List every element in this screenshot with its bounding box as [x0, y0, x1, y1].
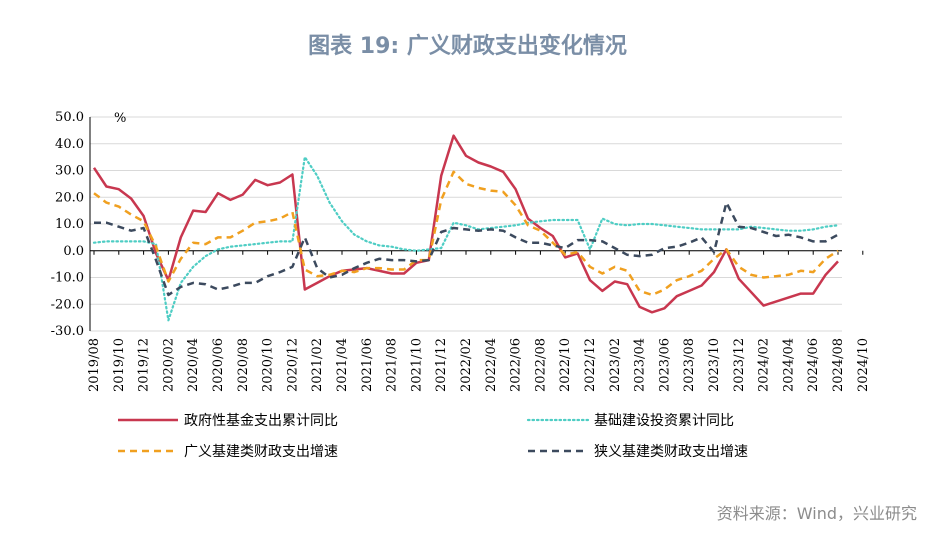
- grid-lines: [90, 116, 842, 332]
- x-tick-label: 2023/06: [657, 338, 672, 392]
- chart-title: 图表 19: 广义财政支出变化情况: [308, 34, 627, 59]
- legend-label-3: 广义基建类财政支出增速: [184, 443, 338, 460]
- legend-label-2: 基础建设投资累计同比: [594, 412, 734, 429]
- series-line-3: [93, 170, 839, 297]
- x-tick-label: 2021/08: [385, 338, 400, 392]
- x-tick-label: 2019/10: [112, 338, 127, 392]
- y-tick-label: -30.0: [51, 324, 84, 339]
- x-tick-label: 2024/10: [856, 338, 871, 392]
- x-tick-label: 2020/04: [186, 338, 201, 392]
- series-line-1: [92, 134, 839, 314]
- x-tick-label: 2020/10: [261, 338, 276, 392]
- x-tick-label: 2024/08: [831, 338, 846, 392]
- legend-label-1: 政府性基金支出累计同比: [184, 412, 338, 429]
- x-tick-label: 2022/08: [533, 338, 548, 392]
- y-tick-label: 40.0: [55, 137, 84, 152]
- legend-label-4: 狭义基建类财政支出增速: [594, 443, 748, 460]
- source-note: 资料来源：Wind，兴业研究: [716, 504, 917, 523]
- x-tick-label: 2021/12: [434, 338, 449, 392]
- y-tick-label: 10.0: [55, 217, 84, 232]
- x-tick-label: 2024/04: [781, 338, 796, 392]
- x-tick-label: 2021/04: [335, 338, 350, 392]
- y-tick-label: 50.0: [55, 110, 84, 125]
- x-tick-label: 2022/06: [509, 338, 524, 392]
- y-unit-label: %: [114, 111, 126, 126]
- series-lines: [92, 134, 840, 322]
- x-tick-label: 2023/04: [633, 338, 648, 392]
- x-tick-label: 2022/10: [558, 338, 573, 392]
- x-tick-label: 2023/02: [608, 338, 623, 392]
- x-tick-label: 2022/12: [583, 338, 598, 392]
- y-tick-labels: 50.0 40.0 30.0 20.0 10.0 0.0 -10.0 -20.0 -30.0: [51, 110, 84, 339]
- y-tick-label: -20.0: [51, 297, 84, 312]
- series-line-2: [92, 156, 840, 322]
- x-tick-label: 2022/04: [484, 338, 499, 392]
- y-tick-label: 30.0: [55, 164, 84, 179]
- x-tick-label: 2023/10: [707, 338, 722, 392]
- y-tick-label: -10.0: [51, 271, 84, 286]
- x-tick-label: 2020/02: [161, 338, 176, 392]
- x-tick-label: 2023/12: [732, 338, 747, 392]
- x-tick-label: 2024/02: [757, 338, 772, 392]
- x-tick-label: 2023/08: [682, 338, 697, 392]
- x-tick-label: 2019/12: [137, 338, 152, 392]
- x-tick-label: 2020/12: [285, 338, 300, 392]
- x-tick-label: 2021/06: [360, 338, 375, 392]
- x-tick-label: 2022/02: [459, 338, 474, 392]
- y-tick-label: 0.0: [63, 244, 84, 259]
- x-tick-label: 2021/02: [310, 338, 325, 392]
- y-tick-label: 20.0: [55, 190, 84, 205]
- x-tick-label: 2020/08: [236, 338, 251, 392]
- x-tick-label: 2020/06: [211, 338, 226, 392]
- x-tick-label: 2021/10: [409, 338, 424, 392]
- x-tick-label: 2024/06: [806, 338, 821, 392]
- x-tick-label: 2019/08: [87, 338, 102, 392]
- series-line-4: [94, 201, 839, 297]
- x-tick-labels: 2019/08 2019/10 2019/12 2020/02 2020/04 2020/…: [87, 338, 871, 392]
